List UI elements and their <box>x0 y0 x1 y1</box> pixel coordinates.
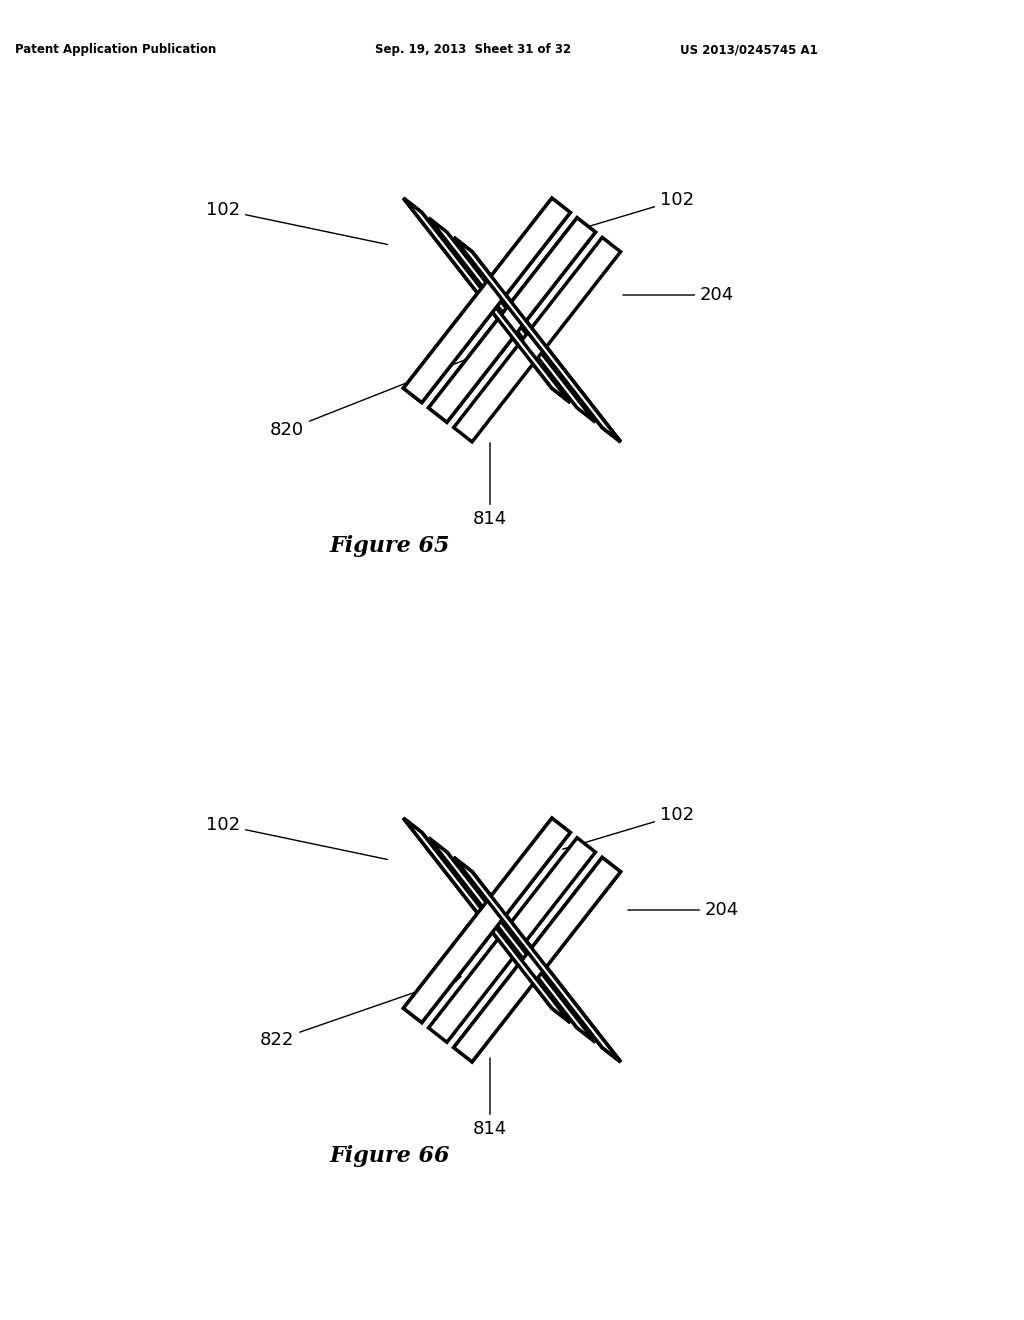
Text: US 2013/0245745 A1: US 2013/0245745 A1 <box>680 44 818 57</box>
Polygon shape <box>403 198 570 403</box>
Text: 102: 102 <box>206 816 387 859</box>
Polygon shape <box>454 238 621 442</box>
Text: 822: 822 <box>260 975 461 1049</box>
Polygon shape <box>454 858 621 1061</box>
Polygon shape <box>428 218 596 422</box>
Polygon shape <box>454 238 621 442</box>
Polygon shape <box>428 838 596 1043</box>
Polygon shape <box>454 238 621 442</box>
Polygon shape <box>454 858 621 1061</box>
Polygon shape <box>403 818 570 1023</box>
Polygon shape <box>454 858 621 1061</box>
Text: Figure 66: Figure 66 <box>330 1144 451 1167</box>
Text: Sep. 19, 2013  Sheet 31 of 32: Sep. 19, 2013 Sheet 31 of 32 <box>375 44 571 57</box>
Polygon shape <box>403 818 570 1023</box>
Polygon shape <box>428 838 596 1043</box>
Polygon shape <box>403 198 570 403</box>
Text: 204: 204 <box>623 286 734 304</box>
Text: Figure 65: Figure 65 <box>330 535 451 557</box>
Text: 814: 814 <box>473 1057 507 1138</box>
Polygon shape <box>403 818 570 1023</box>
Text: 814: 814 <box>473 442 507 528</box>
Polygon shape <box>428 218 596 422</box>
Text: 102: 102 <box>562 191 694 234</box>
Polygon shape <box>454 238 621 442</box>
Polygon shape <box>454 858 621 1061</box>
Polygon shape <box>454 858 621 1061</box>
Polygon shape <box>454 238 621 442</box>
Polygon shape <box>403 818 570 1023</box>
Text: 102: 102 <box>206 201 387 244</box>
Polygon shape <box>428 838 596 1043</box>
Polygon shape <box>428 218 596 422</box>
Text: Patent Application Publication: Patent Application Publication <box>15 44 216 57</box>
Polygon shape <box>403 198 570 403</box>
Polygon shape <box>403 818 570 1023</box>
Polygon shape <box>403 198 570 403</box>
Text: 820: 820 <box>270 351 486 440</box>
Text: 204: 204 <box>628 902 739 919</box>
Polygon shape <box>403 198 570 403</box>
Polygon shape <box>454 858 621 1061</box>
Text: 102: 102 <box>562 807 694 849</box>
